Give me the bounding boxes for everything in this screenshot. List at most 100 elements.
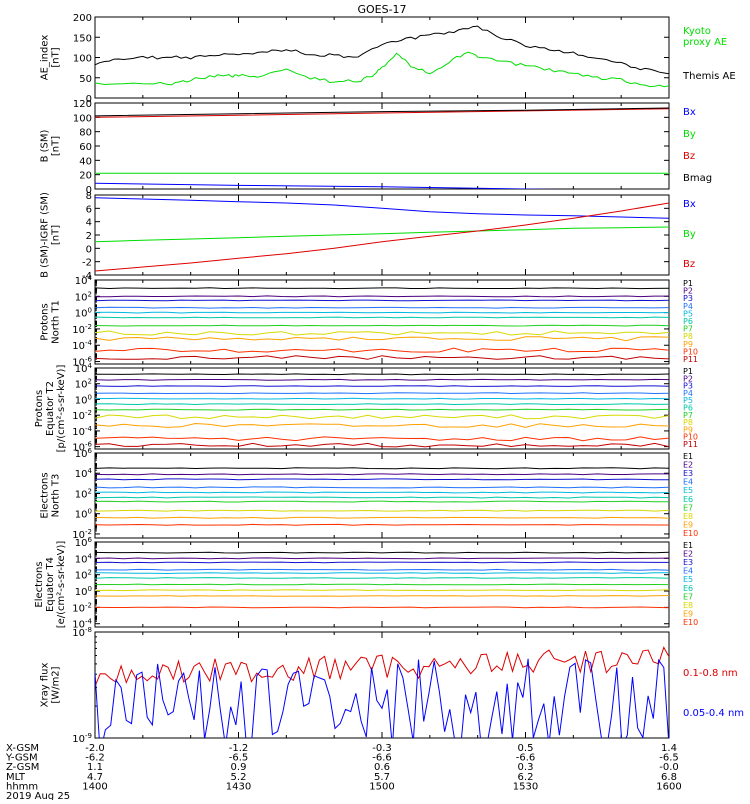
legend-entry: P10 <box>683 347 698 356</box>
x-tick-label: 1.1 <box>87 762 103 773</box>
legend-entry: P10 <box>683 433 698 442</box>
legend-entry: Bmag <box>683 173 712 184</box>
x-tick-label: 6.2 <box>518 772 534 783</box>
series-line-e7 <box>95 500 669 503</box>
x-tick-label: 4.7 <box>87 772 103 783</box>
legend-entry: P4 <box>683 389 693 398</box>
y-tick-label: 10-9 <box>72 732 92 745</box>
series-line-bz <box>95 202 669 272</box>
legend-entry: P3 <box>683 294 693 303</box>
y-tick-label: 6 <box>86 204 92 215</box>
legend-entry: P6 <box>683 317 693 326</box>
series-line-e5 <box>95 572 669 575</box>
y-tick-label: 104 <box>75 467 93 480</box>
y-axis-label: Xray flux[W/m2] <box>40 663 62 708</box>
legend-entry: E2 <box>683 550 693 559</box>
y-tick-label: 200 <box>73 13 92 24</box>
series-line-p10 <box>95 347 669 353</box>
legend-entry: P9 <box>683 340 693 349</box>
y-tick-label: 104 <box>75 274 93 287</box>
legend-entry: E6 <box>683 584 693 593</box>
series-line-e9 <box>95 516 669 519</box>
y-tick-label: 0 <box>86 94 92 105</box>
series-line-p8 <box>95 414 669 420</box>
y-tick-label: 104 <box>75 552 93 565</box>
y-tick-label: 150 <box>73 33 92 44</box>
x-axis-row-label: Z-GSM <box>6 762 39 773</box>
y-axis-label: B (SM)[nT] <box>40 129 62 162</box>
series-line-p4 <box>95 392 669 395</box>
chart-title: GOES-17 <box>357 3 406 16</box>
legend-entry: P3 <box>683 382 693 391</box>
legend-entry: Kyoto proxy AE <box>683 26 727 48</box>
legend-entry: P8 <box>683 418 693 427</box>
legend-entry: E1 <box>683 541 693 550</box>
legend-entry: Themis AE <box>682 71 736 82</box>
series-line-e1 <box>95 551 669 554</box>
y-tick-label: 2 <box>86 231 92 242</box>
y-tick-label: 100 <box>73 54 92 65</box>
legend-entry: By <box>683 229 696 240</box>
x-tick-label: 5.2 <box>231 772 247 783</box>
series-line-themis-ae <box>95 25 669 75</box>
y-tick-label: 60 <box>79 142 92 153</box>
series-line-e1 <box>95 467 669 470</box>
x-tick-label: -0.0 <box>659 762 679 773</box>
y-tick-label: 4 <box>86 218 92 229</box>
legend-entry: P5 <box>683 396 693 405</box>
legend-entry: P5 <box>683 309 693 318</box>
panel-bsm: B (SM)[nT] Bx By Bz Bmag <box>40 102 712 190</box>
y-tick-label: 10-2 <box>72 528 92 541</box>
series-line-e3 <box>95 478 669 481</box>
x-tick-label: 1600 <box>656 781 681 792</box>
legend-entry: Bx <box>683 199 696 210</box>
x-tick-label: 1430 <box>226 781 251 792</box>
series-line-by <box>95 226 669 243</box>
y-tick-label: -2 <box>82 258 92 269</box>
series-line-e10 <box>95 606 669 609</box>
series-line-p3 <box>95 385 669 387</box>
y-tick-label: 10-2 <box>72 601 92 614</box>
y-tick-label: 100 <box>75 393 92 406</box>
legend-entry: 0.1-0.8 nm <box>683 668 738 679</box>
y-tick-label: 106 <box>75 536 93 549</box>
x-tick-label: -6.5 <box>659 753 679 764</box>
panel-ae: AE_index[nT] Kyoto proxy AE Themis AE <box>40 16 736 99</box>
x-tick-label: 0.9 <box>231 762 247 773</box>
x-tick-label: 1.4 <box>661 743 677 754</box>
series-line-e6 <box>95 496 669 499</box>
legend-entry: E8 <box>683 601 693 610</box>
x-tick-label: -6.5 <box>229 753 249 764</box>
legend-entry: E5 <box>683 575 693 584</box>
series-line-e8 <box>95 589 669 592</box>
legend-entry: P2 <box>683 374 693 383</box>
series-line-e6 <box>95 577 669 579</box>
series-line-e2 <box>95 473 669 476</box>
x-tick-label: 0.5 <box>518 743 534 754</box>
y-tick-label: -4 <box>82 271 92 282</box>
legend-entry: E7 <box>683 592 693 601</box>
legend-entry: P8 <box>683 332 693 341</box>
series-line-p10 <box>95 436 669 442</box>
x-tick-label: 1400 <box>82 781 107 792</box>
x-axis-row-label: X-GSM <box>6 743 39 754</box>
y-tick-label: 10-6 <box>72 441 92 454</box>
legend-entry: E9 <box>683 520 693 529</box>
series-line-p8 <box>95 330 669 336</box>
series-line-p9 <box>95 336 669 342</box>
y-tick-label: 100 <box>75 307 92 320</box>
y-tick-label: 102 <box>75 378 92 391</box>
y-axis-label: ProtonsEquator T2[p/(cm²-s-sr-keV)] <box>34 365 67 453</box>
series-line-p4 <box>95 306 669 309</box>
series-line-e3 <box>95 561 669 564</box>
y-axis-label: ProtonsNorth T1 <box>40 300 62 344</box>
panel-bdiff: B (SM)-IGRF (SM)[nT] Bx By Bz <box>40 192 696 278</box>
y-tick-label: 100 <box>75 508 92 521</box>
legend-entry: E8 <box>683 512 693 521</box>
legend-entry: 0.05-0.4 nm <box>683 708 744 719</box>
y-tick-label: 0 <box>86 185 92 196</box>
legend-entry: E3 <box>683 558 693 567</box>
y-tick-label: 100 <box>75 585 92 598</box>
